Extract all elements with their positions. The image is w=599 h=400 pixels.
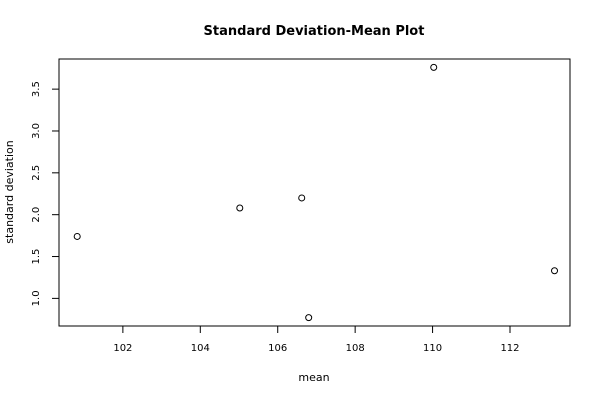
chart-title: Standard Deviation-Mean Plot (204, 24, 425, 39)
x-tick-label: 106 (268, 343, 287, 354)
plot-box (58, 58, 571, 327)
y-tick-label: 1.5 (31, 249, 42, 265)
y-tick-label: 1.0 (31, 290, 42, 306)
data-point (73, 232, 81, 240)
data-point (430, 63, 438, 71)
y-tick-label: 2.5 (31, 165, 42, 181)
x-tick-label: 110 (423, 343, 442, 354)
x-axis: 102 104 106 108 110 112 (113, 325, 520, 354)
x-tick-label: 104 (191, 343, 210, 354)
data-point (298, 194, 306, 202)
x-axis-label: mean (298, 371, 329, 384)
data-point (305, 314, 313, 322)
data-point (551, 267, 559, 275)
data-point (236, 204, 244, 212)
x-tick-label: 108 (346, 343, 365, 354)
x-tick-label: 112 (500, 343, 519, 354)
y-tick-label: 3.0 (31, 123, 42, 139)
y-tick-label: 3.5 (31, 81, 42, 97)
x-tick-label: 102 (113, 343, 132, 354)
y-tick-label: 2.0 (31, 207, 42, 223)
y-axis-label: standard deviation (3, 140, 16, 243)
data-points (73, 63, 559, 322)
y-axis: 1.0 1.5 2.0 2.5 3.0 3.5 (31, 81, 60, 306)
